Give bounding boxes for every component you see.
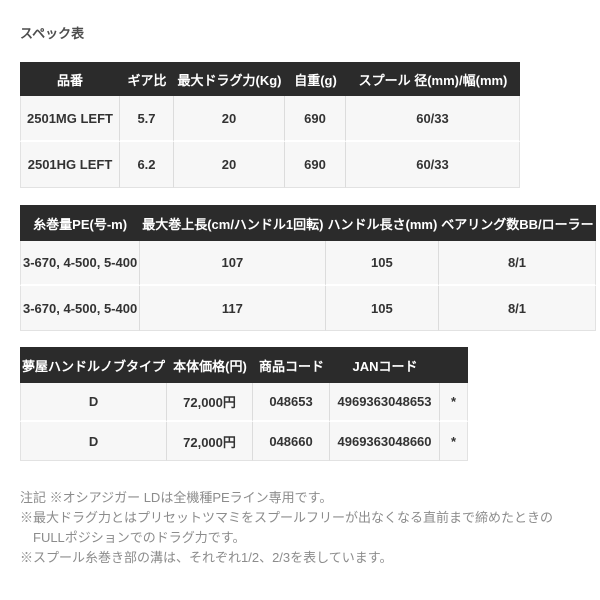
col-header-line-capacity: 糸巻量PE(号-m) [20,205,141,241]
cell-price: 72,000円 [167,422,254,461]
note-line: ※最大ドラグ力とはプリセットツマミをスプールフリーが出なくなる直前まで締めたとき… [20,510,554,525]
footnotes: 注記 ※オシアジガー LDは全機種PEライン専用です。 ※最大ドラグ力とはプリセ… [20,488,585,568]
cell-bearings: 8/1 [439,286,596,331]
cell-handle-length: 105 [325,241,440,286]
header-row: 糸巻量PE(号-m) 最大巻上長(cm/ハンドル1回転) ハンドル長さ(mm) … [20,205,596,241]
col-header-asterisk [440,347,469,383]
col-header-jan-code: JANコード [330,347,441,383]
col-header-bearings: ベアリング数BB/ローラー [439,205,596,241]
cell-handle-length: 105 [325,286,440,331]
table-row: 2501MG LEFT 5.7 20 690 60/33 [20,96,520,142]
col-header-weight: 自重(g) [285,62,346,96]
header-row: 品番 ギア比 最大ドラグ力(Kg) 自重(g) スプール 径(mm)/幅(mm) [20,62,520,96]
cell-model: 2501MG LEFT [20,96,120,142]
cell-spool: 60/33 [346,142,520,188]
cell-product-code: 048653 [253,383,331,422]
spec-table-main: 品番 ギア比 最大ドラグ力(Kg) 自重(g) スプール 径(mm)/幅(mm)… [20,62,520,188]
col-header-retrieve: 最大巻上長(cm/ハンドル1回転) [140,205,326,241]
cell-jan-code: 4969363048653 [330,383,441,422]
cell-jan-code: 4969363048660 [330,422,441,461]
cell-product-code: 048660 [253,422,331,461]
cell-asterisk: * [440,383,469,422]
table-row: 3-670, 4-500, 5-400 107 105 8/1 [20,241,596,286]
cell-max-drag: 20 [174,96,285,142]
col-header-price: 本体価格(円) [167,347,254,383]
cell-line-capacity: 3-670, 4-500, 5-400 [20,241,141,286]
cell-model: 2501HG LEFT [20,142,120,188]
cell-line-capacity: 3-670, 4-500, 5-400 [20,286,141,331]
spec-table-line-capacity: 糸巻量PE(号-m) 最大巻上長(cm/ハンドル1回転) ハンドル長さ(mm) … [20,205,596,331]
table-row: 3-670, 4-500, 5-400 117 105 8/1 [20,286,596,331]
cell-weight: 690 [285,142,346,188]
cell-retrieve: 117 [140,286,326,331]
cell-spool: 60/33 [346,96,520,142]
cell-asterisk: * [440,422,469,461]
table-row: 2501HG LEFT 6.2 20 690 60/33 [20,142,520,188]
spec-table-price-codes: 夢屋ハンドルノブタイプ 本体価格(円) 商品コード JANコード D 72,00… [20,347,469,461]
cell-gear-ratio: 6.2 [120,142,174,188]
col-header-gear-ratio: ギア比 [120,62,174,96]
note-line: 注記 ※オシアジガー LDは全機種PEライン専用です。 [20,490,333,505]
page-title: スペック表 [20,26,85,41]
table-row: D 72,000円 048660 4969363048660 * [20,422,469,461]
cell-gear-ratio: 5.7 [120,96,174,142]
cell-retrieve: 107 [140,241,326,286]
col-header-product-code: 商品コード [253,347,331,383]
table-row: D 72,000円 048653 4969363048653 * [20,383,469,422]
cell-price: 72,000円 [167,383,254,422]
cell-max-drag: 20 [174,142,285,188]
cell-knob-type: D [20,422,168,461]
cell-knob-type: D [20,383,168,422]
header-row: 夢屋ハンドルノブタイプ 本体価格(円) 商品コード JANコード [20,347,469,383]
note-line: ※スプール糸巻き部の溝は、それぞれ1/2、2/3を表しています。 [20,550,393,565]
col-header-handle-length: ハンドル長さ(mm) [325,205,440,241]
col-header-knob-type: 夢屋ハンドルノブタイプ [20,347,168,383]
cell-weight: 690 [285,96,346,142]
col-header-model: 品番 [20,62,120,96]
cell-bearings: 8/1 [439,241,596,286]
col-header-max-drag: 最大ドラグ力(Kg) [174,62,285,96]
note-line: FULLポジションでのドラグ力です。 [20,530,246,545]
col-header-spool: スプール 径(mm)/幅(mm) [346,62,520,96]
